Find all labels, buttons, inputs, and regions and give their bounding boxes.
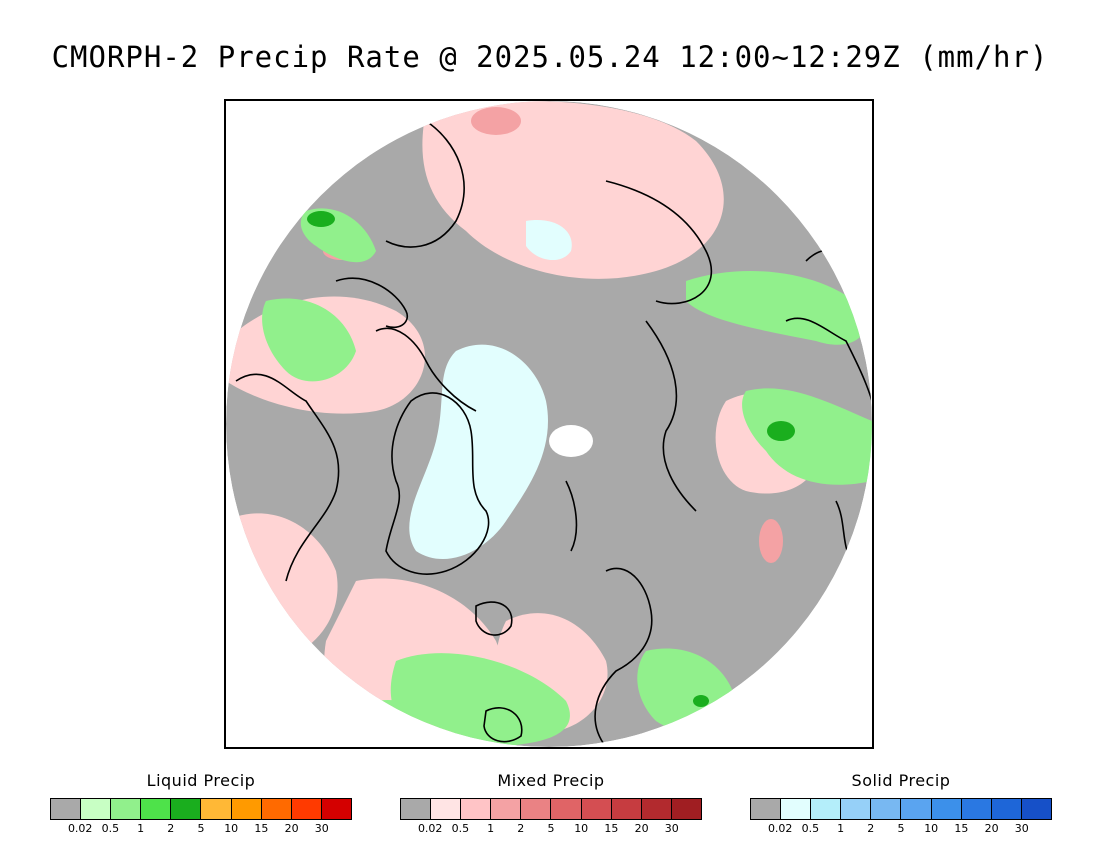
legend-tick-label: 0.5 xyxy=(801,822,820,835)
legend-tick-label: 30 xyxy=(314,822,329,835)
legend-swatch xyxy=(781,799,812,819)
legend-solid: Solid Precip 0.02 0.5 1 2 5 10 15 20 30 xyxy=(750,770,1052,836)
legend-tick-label: 2 xyxy=(517,822,525,835)
legend-tick-label: 10 xyxy=(924,822,939,835)
tick-labels: 0.02 0.5 1 2 5 10 15 20 30 xyxy=(50,822,352,836)
legend-swatch xyxy=(201,799,232,819)
legend-swatch xyxy=(641,799,672,819)
legend-tick-label: 0.02 xyxy=(417,822,443,835)
legend-swatch xyxy=(261,799,292,819)
legend-swatch xyxy=(401,799,432,819)
legend-swatch xyxy=(751,799,782,819)
legend-swatch xyxy=(871,799,902,819)
legend-tick-label: 30 xyxy=(1014,822,1029,835)
legend-swatch xyxy=(431,799,462,819)
legend-liquid: Liquid Precip 0.02 0.5 1 2 5 10 15 20 30 xyxy=(50,770,352,836)
legend-swatch xyxy=(491,799,522,819)
legend-swatch xyxy=(811,799,842,819)
legend-tick-label: 0.02 xyxy=(767,822,793,835)
legend-tick-label: 2 xyxy=(167,822,175,835)
legend-title: Mixed Precip xyxy=(497,771,605,790)
legend-swatch xyxy=(171,799,202,819)
legend-tick-label: 1 xyxy=(837,822,845,835)
legend-tick-label: 2 xyxy=(867,822,875,835)
legend-tick-label: 0.5 xyxy=(101,822,120,835)
legend-swatch xyxy=(231,799,262,819)
legend-swatch xyxy=(961,799,992,819)
legend-tick-label: 1 xyxy=(137,822,145,835)
map-canvas xyxy=(226,101,872,747)
legend-tick-label: 0.5 xyxy=(451,822,470,835)
legend-swatch xyxy=(551,799,582,819)
solid-precip-areas xyxy=(409,220,572,560)
color-scale xyxy=(750,798,1052,820)
legend-swatch xyxy=(841,799,872,819)
chart-title: CMORPH-2 Precip Rate @ 2025.05.24 12:00~… xyxy=(51,40,1049,74)
legend-swatch xyxy=(81,799,112,819)
legend-title: Liquid Precip xyxy=(146,771,256,790)
legend-tick-label: 5 xyxy=(547,822,555,835)
legend-swatch xyxy=(461,799,492,819)
legend-tick-label: 20 xyxy=(284,822,299,835)
legend-swatch xyxy=(51,799,82,819)
legend-tick-label: 0.02 xyxy=(67,822,93,835)
legend-tick-label: 10 xyxy=(574,822,589,835)
liquid-precip-heavy xyxy=(307,211,795,707)
tick-labels: 0.02 0.5 1 2 5 10 15 20 30 xyxy=(400,822,702,836)
legend-tick-label: 15 xyxy=(604,822,619,835)
color-scale xyxy=(50,798,352,820)
legend-tick-label: 15 xyxy=(254,822,269,835)
legend-swatch xyxy=(991,799,1022,819)
legend-swatch xyxy=(581,799,612,819)
legend-mixed: Mixed Precip 0.02 0.5 1 2 5 10 15 20 30 xyxy=(400,770,702,836)
legend-tick-label: 5 xyxy=(897,822,905,835)
legend-swatch xyxy=(901,799,932,819)
legend-swatch xyxy=(291,799,322,819)
legend-swatch xyxy=(671,799,701,819)
pole-no-data xyxy=(549,425,593,457)
legend-tick-label: 5 xyxy=(197,822,205,835)
legend-swatch xyxy=(111,799,142,819)
legend-swatch xyxy=(321,799,351,819)
legend-tick-label: 30 xyxy=(664,822,679,835)
legend-swatch xyxy=(521,799,552,819)
legend-tick-label: 20 xyxy=(634,822,649,835)
precip-field xyxy=(226,101,872,747)
legend-tick-label: 1 xyxy=(487,822,495,835)
legend-tick-label: 20 xyxy=(984,822,999,835)
legend-swatch xyxy=(1021,799,1051,819)
legend-title: Solid Precip xyxy=(851,771,951,790)
tick-labels: 0.02 0.5 1 2 5 10 15 20 30 xyxy=(750,822,1052,836)
legend-tick-label: 15 xyxy=(954,822,969,835)
polar-map xyxy=(224,99,874,749)
legend-swatch xyxy=(611,799,642,819)
color-scale xyxy=(400,798,702,820)
coastlines xyxy=(235,120,872,747)
legend-tick-label: 10 xyxy=(224,822,239,835)
legend-swatch xyxy=(931,799,962,819)
legend-swatch xyxy=(141,799,172,819)
